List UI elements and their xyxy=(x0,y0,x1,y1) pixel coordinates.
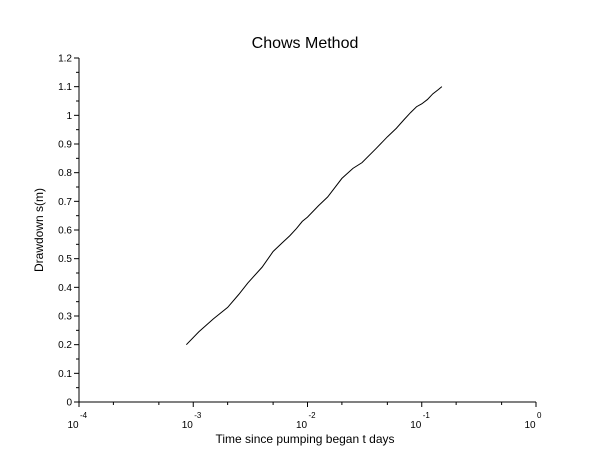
chart-title: Chows Method xyxy=(252,35,359,52)
plot-area xyxy=(185,86,443,346)
x-tick-label-exponent: -3 xyxy=(194,411,202,420)
x-tick-label-exponent: -1 xyxy=(423,411,431,420)
y-tick-label: 0.6 xyxy=(58,226,72,237)
y-tick-label: 0.3 xyxy=(58,312,72,323)
x-tick-label-exponent: 0 xyxy=(537,411,542,420)
x-tick-label-exponent: -4 xyxy=(80,411,88,420)
y-tick-label: 1.2 xyxy=(58,54,72,65)
y-tick-label: 0.7 xyxy=(58,197,72,208)
y-tick-label: 0.4 xyxy=(58,283,72,294)
y-tick-label: 1 xyxy=(66,111,72,122)
y-tick-label: 0.9 xyxy=(58,140,72,151)
x-tick-label-base: 10 xyxy=(524,420,536,431)
y-tick-label: 0 xyxy=(66,398,72,409)
x-tick-label-base: 10 xyxy=(67,420,79,431)
y-ticks: 0 0.1 0.2 0.3 0.4 0.5 0.6 0.7 0.8 0.9 1 1.1 1.2 xyxy=(58,54,79,409)
series-line xyxy=(185,86,443,346)
y-axis-label: Drawdown s(m) xyxy=(32,188,46,272)
x-tick-label-base: 10 xyxy=(296,420,308,431)
x-tick-label-exponent: -2 xyxy=(309,411,317,420)
y-tick-label: 0.5 xyxy=(58,254,72,265)
x-tick-label-base: 10 xyxy=(410,420,422,431)
y-tick-label: 0.2 xyxy=(58,340,72,351)
x-tick-label-base: 10 xyxy=(182,420,194,431)
y-tick-label: 1.1 xyxy=(58,82,72,93)
x-axis-label: Time since pumping began t days xyxy=(216,432,395,446)
y-tick-label: 0.1 xyxy=(58,369,72,380)
y-tick-label: 0.8 xyxy=(58,168,72,179)
